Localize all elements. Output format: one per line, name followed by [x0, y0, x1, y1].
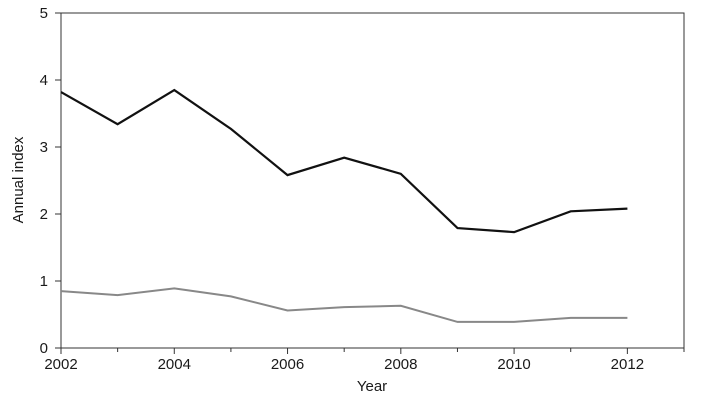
y-axis-ticks: 0 1 2 3 4 5	[40, 5, 61, 357]
x-axis-ticks: 2002 2004 2006 2008 2010 2012	[44, 348, 685, 373]
y-tick-label: 0	[40, 340, 48, 357]
series-line-2	[60, 287, 628, 323]
y-tick-label: 4	[40, 72, 48, 89]
y-tick-label: 2	[40, 206, 48, 223]
x-tick-label: 2012	[611, 356, 644, 373]
y-tick-label: 1	[40, 273, 48, 290]
x-tick-label: 2002	[44, 356, 77, 373]
plot-frame	[60, 12, 685, 349]
y-tick-label: 3	[40, 139, 48, 156]
series-layer	[60, 88, 628, 323]
series-line-1	[60, 88, 628, 234]
x-tick-label: 2008	[384, 356, 417, 373]
y-axis-title: Annual index	[10, 136, 27, 223]
x-tick-label: 2004	[158, 356, 191, 373]
y-tick-label: 5	[40, 5, 48, 22]
x-tick-label: 2006	[271, 356, 304, 373]
x-axis-title: Year	[357, 378, 387, 395]
x-tick-label: 2010	[497, 356, 530, 373]
